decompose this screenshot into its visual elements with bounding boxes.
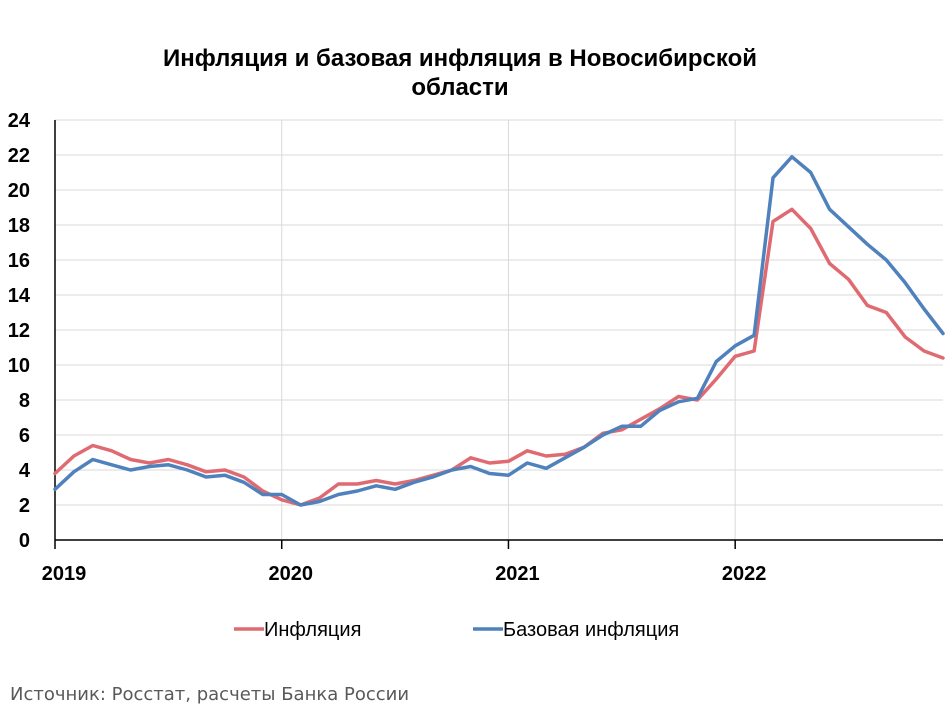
chart-title-line-2: области xyxy=(411,74,509,101)
gridlines xyxy=(55,119,943,540)
x-tick-label: 2020 xyxy=(268,563,313,585)
y-tick-label: 24 xyxy=(8,110,31,132)
y-tick-label: 12 xyxy=(8,320,30,342)
y-tick-label: 6 xyxy=(19,425,30,447)
y-tick-label: 22 xyxy=(8,145,30,167)
y-tick-label: 8 xyxy=(19,390,30,412)
y-tick-label: 16 xyxy=(8,250,30,272)
x-tick-label: 2021 xyxy=(495,563,540,585)
y-tick-label: 4 xyxy=(19,460,31,482)
y-tick-label: 20 xyxy=(8,180,30,202)
source-note: Источник: Росстат, расчеты Банка России xyxy=(10,684,410,705)
x-tick-label: 2022 xyxy=(722,563,767,585)
y-tick-label: 0 xyxy=(19,530,30,552)
chart-title-line-1: Инфляция и базовая инфляция в Новосибирс… xyxy=(163,45,757,72)
legend-label: Инфляция xyxy=(264,619,361,641)
chart-title: Инфляция и базовая инфляция в Новосибирс… xyxy=(0,44,920,102)
y-tick-label: 10 xyxy=(8,355,30,377)
series-line-core-inflation xyxy=(53,155,945,507)
legend: Инфляция Базовая инфляция xyxy=(234,619,679,641)
legend-label: Базовая инфляция xyxy=(503,619,679,641)
series-lines xyxy=(53,155,945,507)
y-tick-label: 18 xyxy=(8,215,30,237)
series-line-inflation xyxy=(53,207,945,507)
y-tick-label: 2 xyxy=(19,495,30,517)
x-tick-label: 2019 xyxy=(42,563,87,585)
y-tick-label: 14 xyxy=(8,285,31,307)
